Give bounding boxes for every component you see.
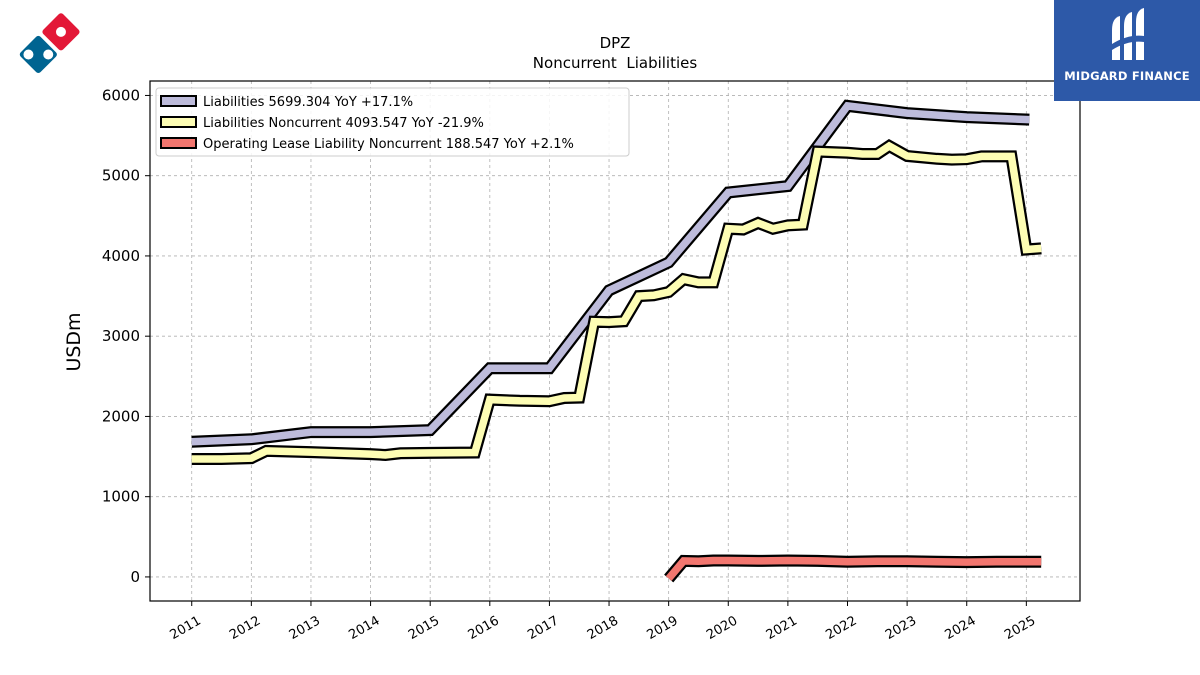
chart-subtitle: Noncurrent Liabilities [533,54,698,72]
plot-frame [149,80,1081,602]
x-tick-label: 2013 [287,613,323,643]
series-line-2 [665,556,1042,581]
y-tick-label: 1000 [102,488,140,506]
legend-label: Liabilities Noncurrent 4093.547 YoY -21.… [203,116,484,131]
x-tick-label: 2012 [227,613,263,643]
x-tick-label: 2014 [346,613,382,643]
x-tick-label: 2024 [943,613,979,643]
legend: Liabilities 5699.304 YoY +17.1% Liabiliti… [155,87,630,157]
x-tick-label: 2017 [525,613,561,643]
x-tick-label: 2016 [466,613,502,643]
x-tick-label: 2022 [823,613,859,643]
legend-swatch [160,116,197,128]
chart-title: DPZ [600,34,631,52]
legend-box [155,87,630,157]
x-tick-label: 2015 [406,613,442,643]
y-tick-label: 3000 [102,327,140,345]
legend-swatch [160,137,197,149]
x-tick-label: 2023 [883,613,919,643]
grid-lines [150,81,1080,601]
series-lines [191,99,1042,583]
y-axis-label: USDm [63,312,85,371]
legend-swatch [160,95,197,107]
y-axis: 0 1000 2000 3000 4000 5000 6000 [102,86,150,586]
y-tick-label: 5000 [102,167,140,185]
legend-label: Liabilities 5699.304 YoY +17.1% [203,95,413,110]
x-tick-label: 2025 [1002,613,1038,643]
series-line-0 [191,101,1030,446]
series-outline-1 [191,138,1042,465]
x-tick-label: 2020 [704,613,740,643]
x-tick-label: 2011 [168,613,204,643]
brand-name: MIDGARD FINANCE [1064,69,1190,83]
company-logo [17,11,82,76]
y-tick-label: 6000 [102,86,140,104]
y-tick-label: 4000 [102,247,140,265]
x-axis: 2011 2012 2013 2014 2015 2016 2017 2018 2019 2020… [168,601,1038,643]
y-tick-label: 2000 [102,407,140,425]
legend-label: Operating Lease Liability Noncurrent 188… [203,137,574,152]
x-tick-label: 2019 [644,613,680,643]
brand-logo: MIDGARD FINANCE [1054,0,1200,101]
series-line-1 [191,141,1042,463]
y-tick-label: 0 [130,568,140,586]
x-tick-label: 2018 [585,613,621,643]
brand-mark-icon [1112,8,1144,60]
x-tick-label: 2021 [764,613,800,643]
